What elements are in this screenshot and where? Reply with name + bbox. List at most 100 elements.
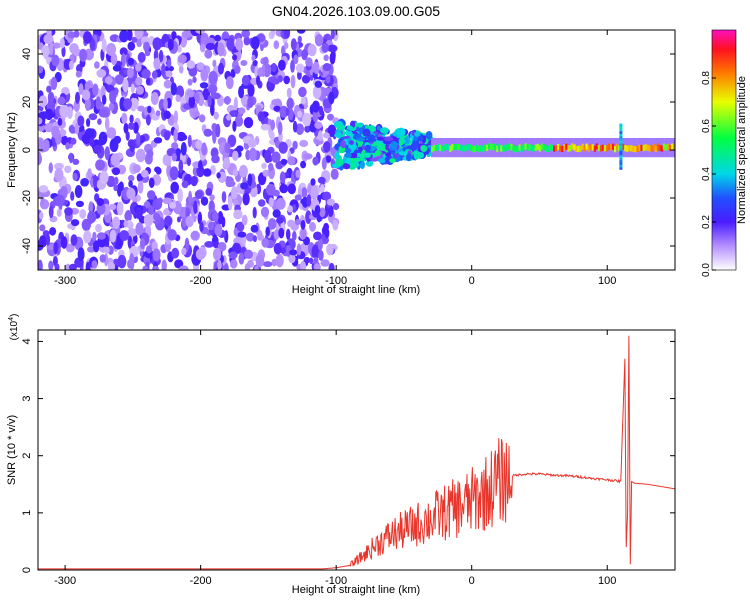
- spectrogram-cell: [214, 224, 223, 237]
- spectrogram-cell: [110, 153, 120, 166]
- colorbar-ticks: 0.0 0.2 0.4 0.6 0.8: [701, 71, 716, 277]
- spectrogram-cell: [673, 143, 675, 150]
- spectrogram-cell: [581, 143, 584, 150]
- spectrogram-cell: [50, 76, 58, 90]
- y-tick-label: 3: [21, 396, 33, 402]
- spectrogram-cell: [212, 130, 217, 144]
- spectrogram-cell: [273, 105, 281, 112]
- spectrogram-cell: [376, 125, 381, 131]
- spectrogram-cell: [214, 34, 222, 42]
- spectrogram-cell: [603, 145, 607, 152]
- spectrogram-cell: [329, 51, 336, 65]
- spectrogram-cell: [68, 60, 74, 70]
- colorbar-tick-label: 0.6: [701, 119, 712, 133]
- spectrogram-cell: [60, 236, 68, 249]
- spectrogram-cell: [139, 238, 146, 250]
- spectrogram-cell: [223, 156, 231, 169]
- spectrogram-cell: [114, 176, 119, 185]
- spectrogram-cell: [290, 74, 296, 89]
- spectrogram-cell: [210, 85, 215, 99]
- spectrogram-panel: -300 -200 -100 0 100 40 20 0 -20 -40 Height of s…: [6, 29, 676, 296]
- spectrogram-cell: [114, 74, 125, 85]
- spectrogram-cell: [178, 265, 189, 270]
- spectrogram-cell: [204, 241, 215, 248]
- spectrogram-cell: [171, 153, 177, 162]
- spectrogram-cell: [467, 144, 470, 151]
- spectrogram-cell: [95, 96, 102, 110]
- spectrogram-cell: [318, 250, 324, 261]
- spectrogram-cell: [217, 42, 225, 57]
- spectrogram-cell: [573, 144, 576, 151]
- spectrogram-cell: [176, 216, 181, 223]
- spectrogram-cell: [265, 183, 276, 196]
- spectrogram-cell: [38, 259, 43, 270]
- spectrogram-cell: [225, 76, 234, 90]
- spectrogram-cell: [292, 230, 297, 241]
- spectrogram-cell: [157, 197, 163, 205]
- spectrogram-cell: [119, 97, 126, 111]
- spectrogram-cell: [336, 124, 343, 131]
- spectrogram-cell: [72, 172, 78, 181]
- spectrogram-cell: [124, 210, 132, 223]
- spectrogram-cell: [48, 162, 53, 174]
- spectrogram-cell: [252, 206, 257, 219]
- spectrogram-cell: [91, 260, 98, 269]
- snr-y-label: SNR (10 * v/v): [6, 415, 18, 485]
- spectrogram-cell: [238, 85, 245, 99]
- spectrogram-cell: [390, 140, 398, 150]
- spectrogram-cell: [469, 144, 472, 151]
- x-tick-label: -300: [54, 575, 76, 587]
- spectrogram-cell: [195, 139, 203, 150]
- spectrogram-cell: [240, 182, 249, 190]
- spectrogram-cell: [110, 53, 118, 66]
- spectrogram-cell: [322, 191, 332, 201]
- spectrogram-cell: [38, 138, 45, 151]
- spectrogram-cell: [162, 197, 172, 205]
- spectrogram-cell: [276, 217, 284, 224]
- spectrogram-cell: [197, 211, 203, 225]
- spectrogram-cell: [150, 92, 159, 105]
- spectrogram-cell: [485, 144, 489, 151]
- spectrogram-cell: [330, 30, 335, 40]
- spectrogram-cell: [323, 222, 329, 231]
- spectrogram-cell: [292, 204, 297, 213]
- spectrogram-cell: [48, 205, 54, 219]
- spectrogram-cell: [328, 262, 335, 270]
- spectrogram-cell: [252, 59, 258, 67]
- y-tick-label: 40: [21, 48, 33, 60]
- spectrogram-cell: [161, 63, 166, 77]
- spectrogram-cell: [320, 259, 330, 267]
- spectrogram-cell: [542, 144, 546, 151]
- spectrogram-cell: [218, 62, 224, 75]
- spectrogram-cell: [68, 263, 78, 270]
- spectrogram-cell: [201, 142, 207, 156]
- spectrogram-cell: [433, 144, 436, 151]
- spectrogram-cell: [177, 45, 182, 53]
- spectrogram-cell: [163, 208, 170, 216]
- spectrogram-cell: [257, 111, 265, 122]
- spectrogram-cell: [336, 132, 342, 139]
- spectrogram-cell: [437, 144, 440, 151]
- spectrogram-cell: [304, 125, 311, 133]
- spectrogram-cell: [561, 145, 564, 153]
- spectrogram-cell: [75, 70, 82, 78]
- spectrogram-cell: [522, 144, 525, 151]
- spectrogram-cell: [321, 157, 327, 170]
- spectrogram-cell: [389, 158, 396, 164]
- spectrogram-cell: [142, 265, 149, 270]
- spectrogram-cell: [158, 49, 164, 63]
- spectrogram-cell: [132, 164, 141, 173]
- spectrogram-cell: [307, 43, 317, 57]
- spectrogram-cell: [193, 200, 198, 214]
- spectrogram-cell: [619, 159, 623, 163]
- spectrogram-cell: [104, 116, 110, 131]
- spectrogram-cell: [113, 135, 122, 144]
- spectrogram-cell: [147, 105, 152, 114]
- spectrogram-cell: [392, 153, 399, 158]
- spectrogram-cell: [242, 192, 250, 206]
- spectrogram-cell: [238, 164, 248, 178]
- spectrogram-cell: [262, 261, 273, 268]
- spectrogram-cell: [622, 143, 625, 150]
- spectrogram-cell: [593, 145, 596, 152]
- spectrogram-cell: [240, 60, 248, 66]
